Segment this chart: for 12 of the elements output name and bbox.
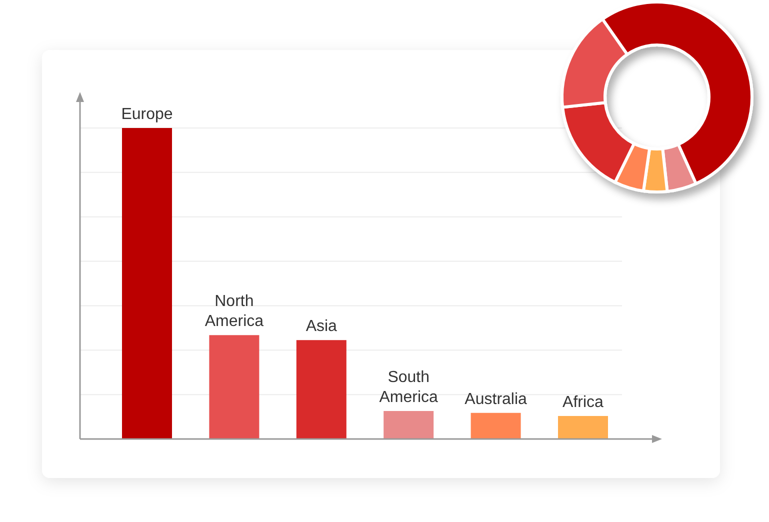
x-tick-label: Australia (464, 390, 528, 408)
bar (384, 411, 434, 439)
x-tick-label: Europe (121, 106, 173, 123)
bar (296, 340, 346, 439)
x-tick-label: Africa (562, 394, 604, 411)
bar (558, 416, 608, 439)
x-tick-label: South America (379, 369, 438, 406)
x-tick-label: Asia (306, 318, 338, 336)
bar (122, 128, 172, 439)
bar (209, 335, 260, 439)
bar (470, 412, 521, 439)
x-tick-label: North America (204, 293, 264, 330)
